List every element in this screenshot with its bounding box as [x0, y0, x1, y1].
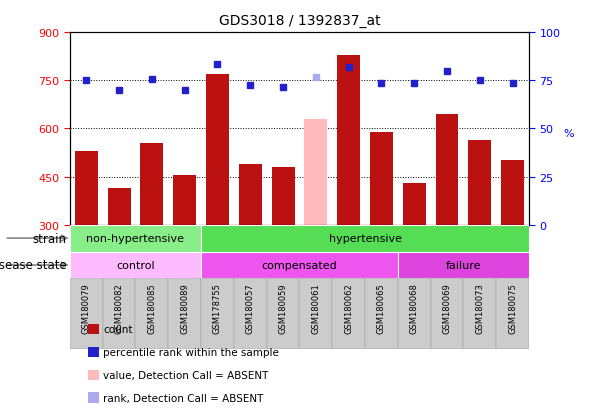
Bar	[103, 279, 136, 349]
Text: GSM180079: GSM180079	[82, 282, 91, 333]
Bar	[430, 279, 463, 349]
Text: GSM180073: GSM180073	[475, 282, 485, 333]
Text: value, Detection Call = ABSENT: value, Detection Call = ABSENT	[103, 370, 269, 380]
Bar	[108, 188, 131, 225]
Text: control: control	[116, 260, 155, 271]
Bar	[332, 279, 365, 349]
Text: GSM180075: GSM180075	[508, 282, 517, 333]
Text: compensated: compensated	[261, 260, 337, 271]
Bar	[272, 168, 294, 225]
Text: GSM178755: GSM178755	[213, 282, 222, 333]
Text: non-hypertensive: non-hypertensive	[86, 233, 184, 244]
Text: hypertensive: hypertensive	[328, 233, 401, 244]
Text: GSM180069: GSM180069	[443, 282, 452, 333]
Bar	[75, 152, 98, 225]
Bar	[435, 115, 458, 225]
Text: GSM180062: GSM180062	[344, 282, 353, 333]
Text: GDS3018 / 1392837_at: GDS3018 / 1392837_at	[219, 14, 380, 28]
Bar	[267, 279, 300, 349]
Bar	[398, 252, 529, 279]
Bar	[70, 225, 201, 252]
Bar	[468, 140, 491, 225]
Text: GSM180085: GSM180085	[147, 282, 156, 333]
Text: GSM180089: GSM180089	[180, 282, 189, 333]
Bar	[305, 119, 327, 225]
Text: rank, Detection Call = ABSENT: rank, Detection Call = ABSENT	[103, 393, 264, 403]
Bar	[140, 143, 164, 225]
Text: GSM180068: GSM180068	[410, 282, 419, 333]
Bar	[201, 225, 529, 252]
Text: disease state: disease state	[0, 259, 67, 272]
Bar	[463, 279, 496, 349]
Bar	[234, 279, 267, 349]
Bar	[300, 279, 332, 349]
Text: GSM180061: GSM180061	[311, 282, 320, 333]
Bar	[201, 252, 398, 279]
Text: GSM180057: GSM180057	[246, 282, 255, 333]
Bar	[206, 75, 229, 225]
Text: GSM180082: GSM180082	[114, 282, 123, 333]
Bar	[398, 279, 430, 349]
Bar	[337, 55, 360, 225]
Text: strain: strain	[33, 232, 67, 245]
Text: GSM180065: GSM180065	[377, 282, 386, 333]
Bar	[370, 132, 393, 225]
Bar	[136, 279, 168, 349]
Text: failure: failure	[446, 260, 481, 271]
Bar	[168, 279, 201, 349]
Bar	[173, 176, 196, 225]
Bar	[70, 252, 201, 279]
Bar	[239, 164, 261, 225]
Bar	[365, 279, 398, 349]
Y-axis label: %: %	[564, 129, 574, 139]
Text: count: count	[103, 325, 133, 335]
Bar	[402, 183, 426, 225]
Bar	[70, 279, 103, 349]
Text: percentile rank within the sample: percentile rank within the sample	[103, 347, 279, 357]
Text: GSM180059: GSM180059	[278, 282, 288, 333]
Bar	[496, 279, 529, 349]
Bar	[201, 279, 234, 349]
Bar	[501, 161, 524, 225]
